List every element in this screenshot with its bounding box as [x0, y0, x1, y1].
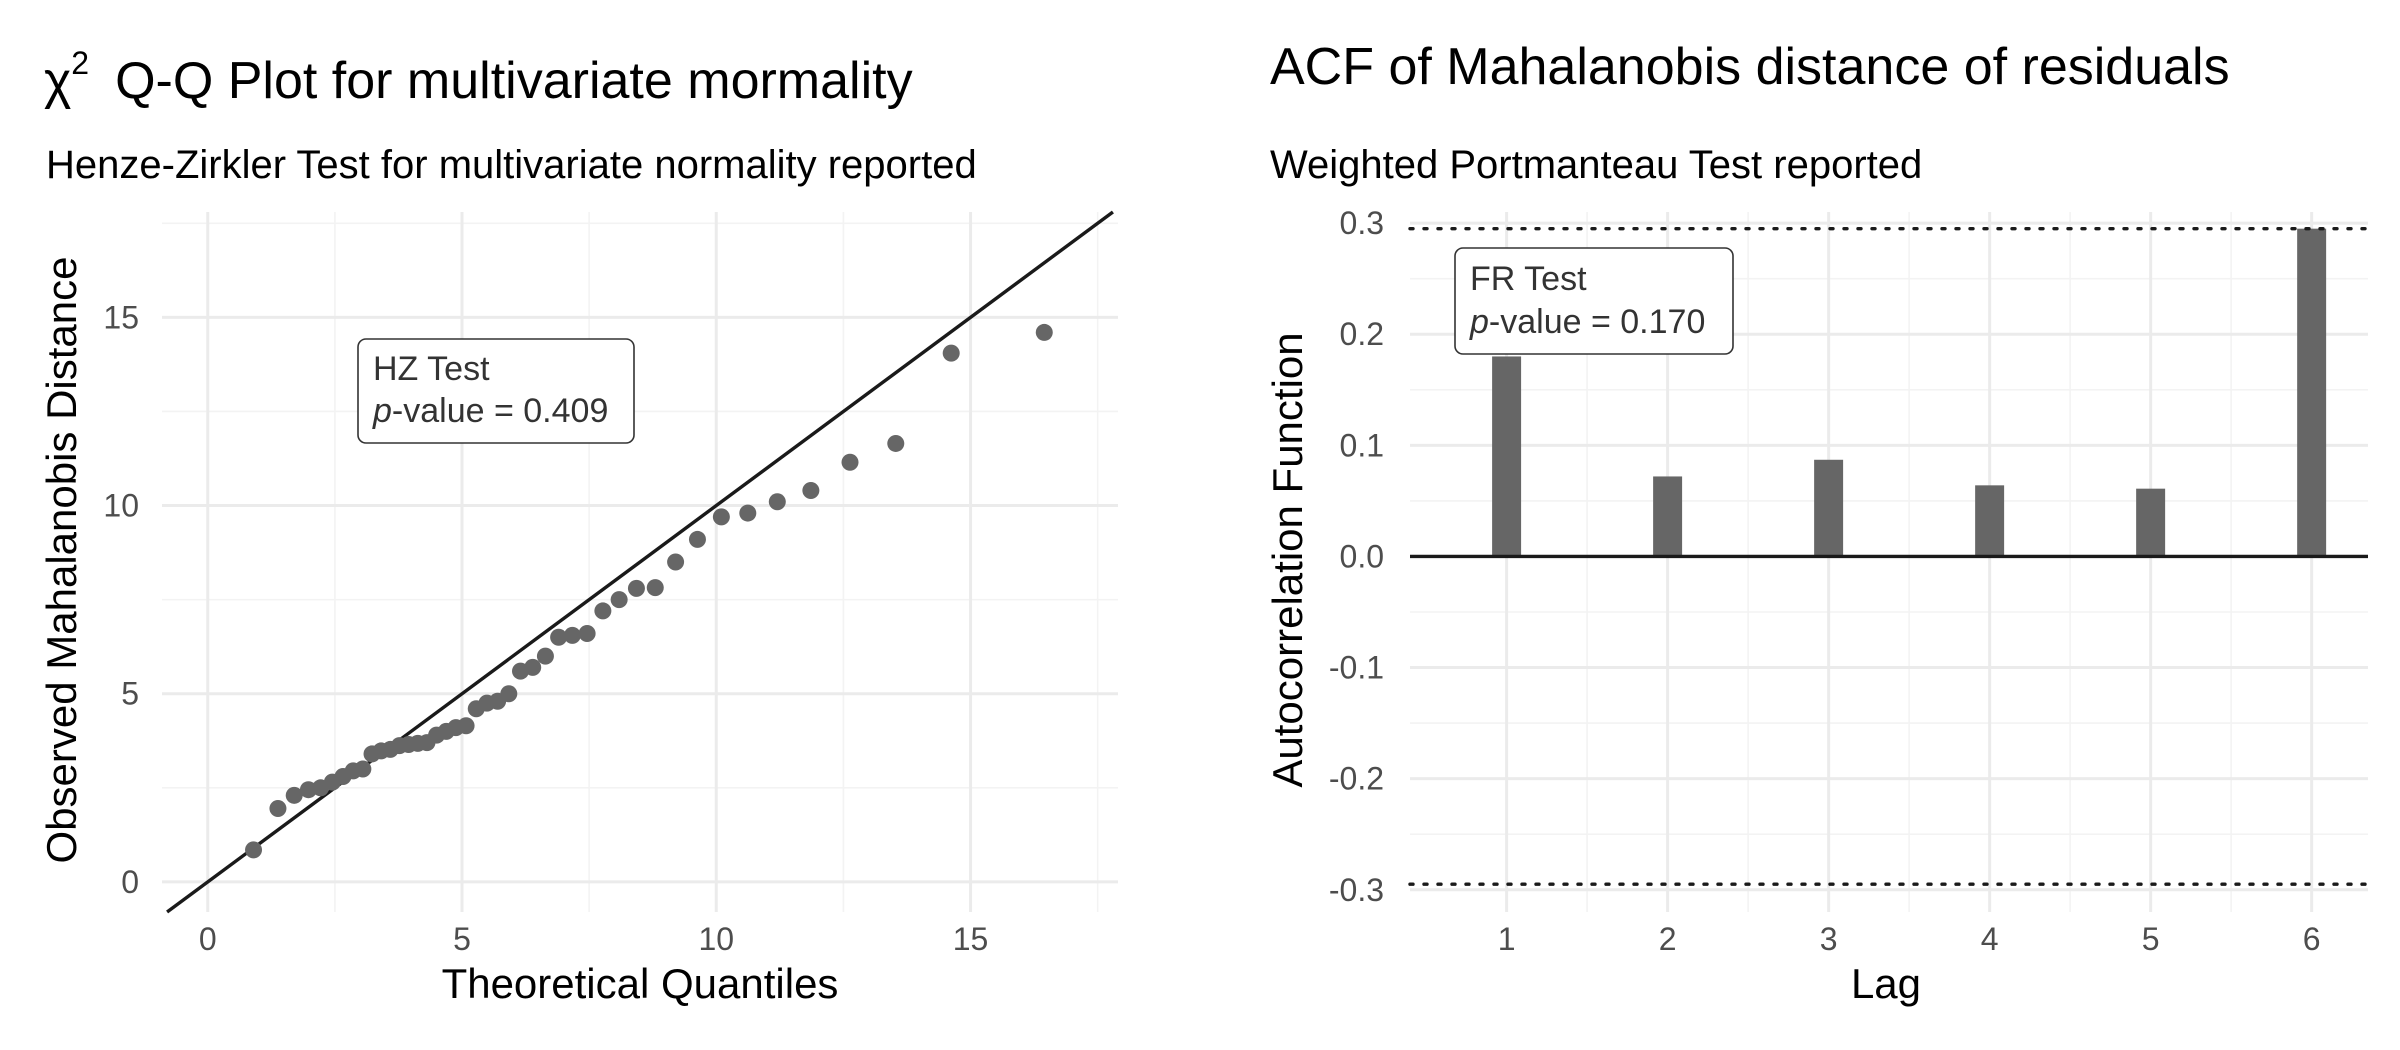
qq-point — [500, 685, 518, 703]
acf-x-tick-label: 1 — [1498, 921, 1516, 957]
qq-point — [646, 579, 664, 597]
acf-annotation-p: p — [1469, 303, 1489, 341]
acf-y-tick-label: -0.3 — [1329, 872, 1384, 908]
qq-point — [768, 493, 786, 511]
qq-title-superscript: 2 — [71, 45, 89, 81]
qq-point — [578, 625, 596, 643]
acf-y-tick-label: 0.2 — [1340, 316, 1384, 352]
qq-point — [610, 591, 628, 609]
acf-bar-lag-4 — [1975, 485, 2005, 557]
qq-point — [688, 530, 706, 548]
acf-title: ACF of Mahalanobis distance of residuals — [1270, 38, 2230, 96]
qq-point — [627, 579, 645, 597]
acf-confidence-bounds — [1408, 226, 2370, 886]
acf-y-tick-label: -0.1 — [1329, 650, 1384, 686]
qq-point — [245, 841, 263, 859]
qq-point — [536, 647, 554, 665]
qq-point — [712, 508, 730, 526]
acf-bar-lag-5 — [2136, 488, 2166, 557]
acf-y-tick-label: 0.0 — [1340, 538, 1384, 574]
acf-x-tick-labels: 1 2 3 4 5 6 — [1498, 921, 2321, 957]
acf-annotation-box — [1454, 247, 1734, 355]
qq-annotation: HZ Test p-value = 0.409 — [357, 338, 635, 444]
qq-y-tick-label: 10 — [103, 488, 139, 524]
acf-y-tick-label: 0.3 — [1340, 205, 1384, 241]
qq-y-tick-label: 15 — [103, 299, 139, 335]
qq-annotation-box — [357, 338, 635, 444]
qq-title-text: Q-Q Plot for multivariate mormality — [115, 52, 913, 110]
acf-bars — [1492, 228, 2327, 557]
acf-y-tick-label: 0.1 — [1340, 427, 1384, 463]
acf-y-tick-label: -0.2 — [1329, 761, 1384, 797]
acf-annotation-line2: p-value = 0.170 — [1469, 303, 1705, 341]
acf-annotation-pvalue: -value = 0.170 — [1489, 303, 1705, 341]
acf-annotation: FR Test p-value = 0.170 — [1454, 247, 1734, 355]
acf-y-tick-labels: -0.3 -0.2 -0.1 0.0 0.1 0.2 0.3 — [1329, 205, 1384, 908]
qq-point — [667, 553, 685, 571]
qq-x-tick-label: 5 — [453, 921, 471, 957]
qq-y-tick-label: 0 — [121, 864, 139, 900]
acf-x-tick-label: 3 — [1820, 921, 1838, 957]
acf-x-tick-label: 6 — [2303, 921, 2321, 957]
qq-point — [887, 434, 905, 452]
qq-x-tick-label: 0 — [199, 921, 217, 957]
qq-point — [942, 344, 960, 362]
qq-y-tick-labels: 0 5 10 15 — [103, 299, 139, 900]
acf-bar-lag-3 — [1814, 459, 1844, 557]
qq-reference-line — [166, 210, 1114, 914]
acf-bar-lag-1 — [1492, 356, 1522, 557]
qq-point — [354, 760, 372, 778]
qq-subtitle: Henze-Zirkler Test for multivariate norm… — [46, 143, 977, 187]
acf-subtitle: Weighted Portmanteau Test reported — [1270, 143, 1922, 187]
acf-bar-lag-2 — [1653, 476, 1683, 557]
qq-reference-line-group — [166, 210, 1114, 914]
acf-x-tick-label: 2 — [1659, 921, 1677, 957]
acf-bar-lag-6 — [2297, 228, 2327, 557]
qq-x-axis-title: Theoretical Quantiles — [442, 960, 839, 1007]
acf-x-tick-label: 4 — [1981, 921, 1999, 957]
acf-x-tick-label: 5 — [2142, 921, 2160, 957]
qq-points — [245, 323, 1053, 859]
qq-x-tick-label: 15 — [953, 921, 989, 957]
qq-y-tick-label: 5 — [121, 676, 139, 712]
qq-point — [1035, 323, 1053, 341]
qq-x-tick-label: 10 — [698, 921, 734, 957]
qq-annotation-pvalue: -value = 0.409 — [392, 392, 608, 430]
qq-point — [285, 786, 303, 804]
qq-point — [563, 626, 581, 644]
acf-plot-panel: ACF of Mahalanobis distance of residuals… — [1264, 38, 2370, 1007]
qq-annotation-line1: HZ Test — [373, 350, 490, 388]
qq-point — [841, 453, 859, 471]
qq-point — [594, 602, 612, 620]
acf-annotation-line1: FR Test — [1470, 260, 1587, 298]
qq-title: χ2 Q-Q Plot for multivariate mormality — [44, 45, 913, 110]
qq-annotation-p: p — [372, 392, 392, 430]
qq-point — [550, 628, 568, 646]
qq-point — [739, 504, 757, 522]
qq-point — [802, 481, 820, 499]
qq-gridlines — [162, 212, 1118, 912]
qq-plot-panel: χ2 Q-Q Plot for multivariate mormality He… — [38, 45, 1118, 1007]
qq-point — [524, 658, 542, 676]
acf-x-axis-title: Lag — [1851, 960, 1921, 1007]
qq-x-tick-labels: 0 5 10 15 — [199, 921, 988, 957]
qq-point — [457, 717, 475, 735]
qq-annotation-line2: p-value = 0.409 — [372, 392, 608, 430]
qq-title-chi-symbol: χ — [44, 52, 71, 110]
qq-y-axis-title: Observed Mahalanobis Distance — [38, 257, 85, 864]
qq-point — [269, 800, 287, 818]
acf-y-axis-title: Autocorrelation Function — [1264, 332, 1311, 787]
